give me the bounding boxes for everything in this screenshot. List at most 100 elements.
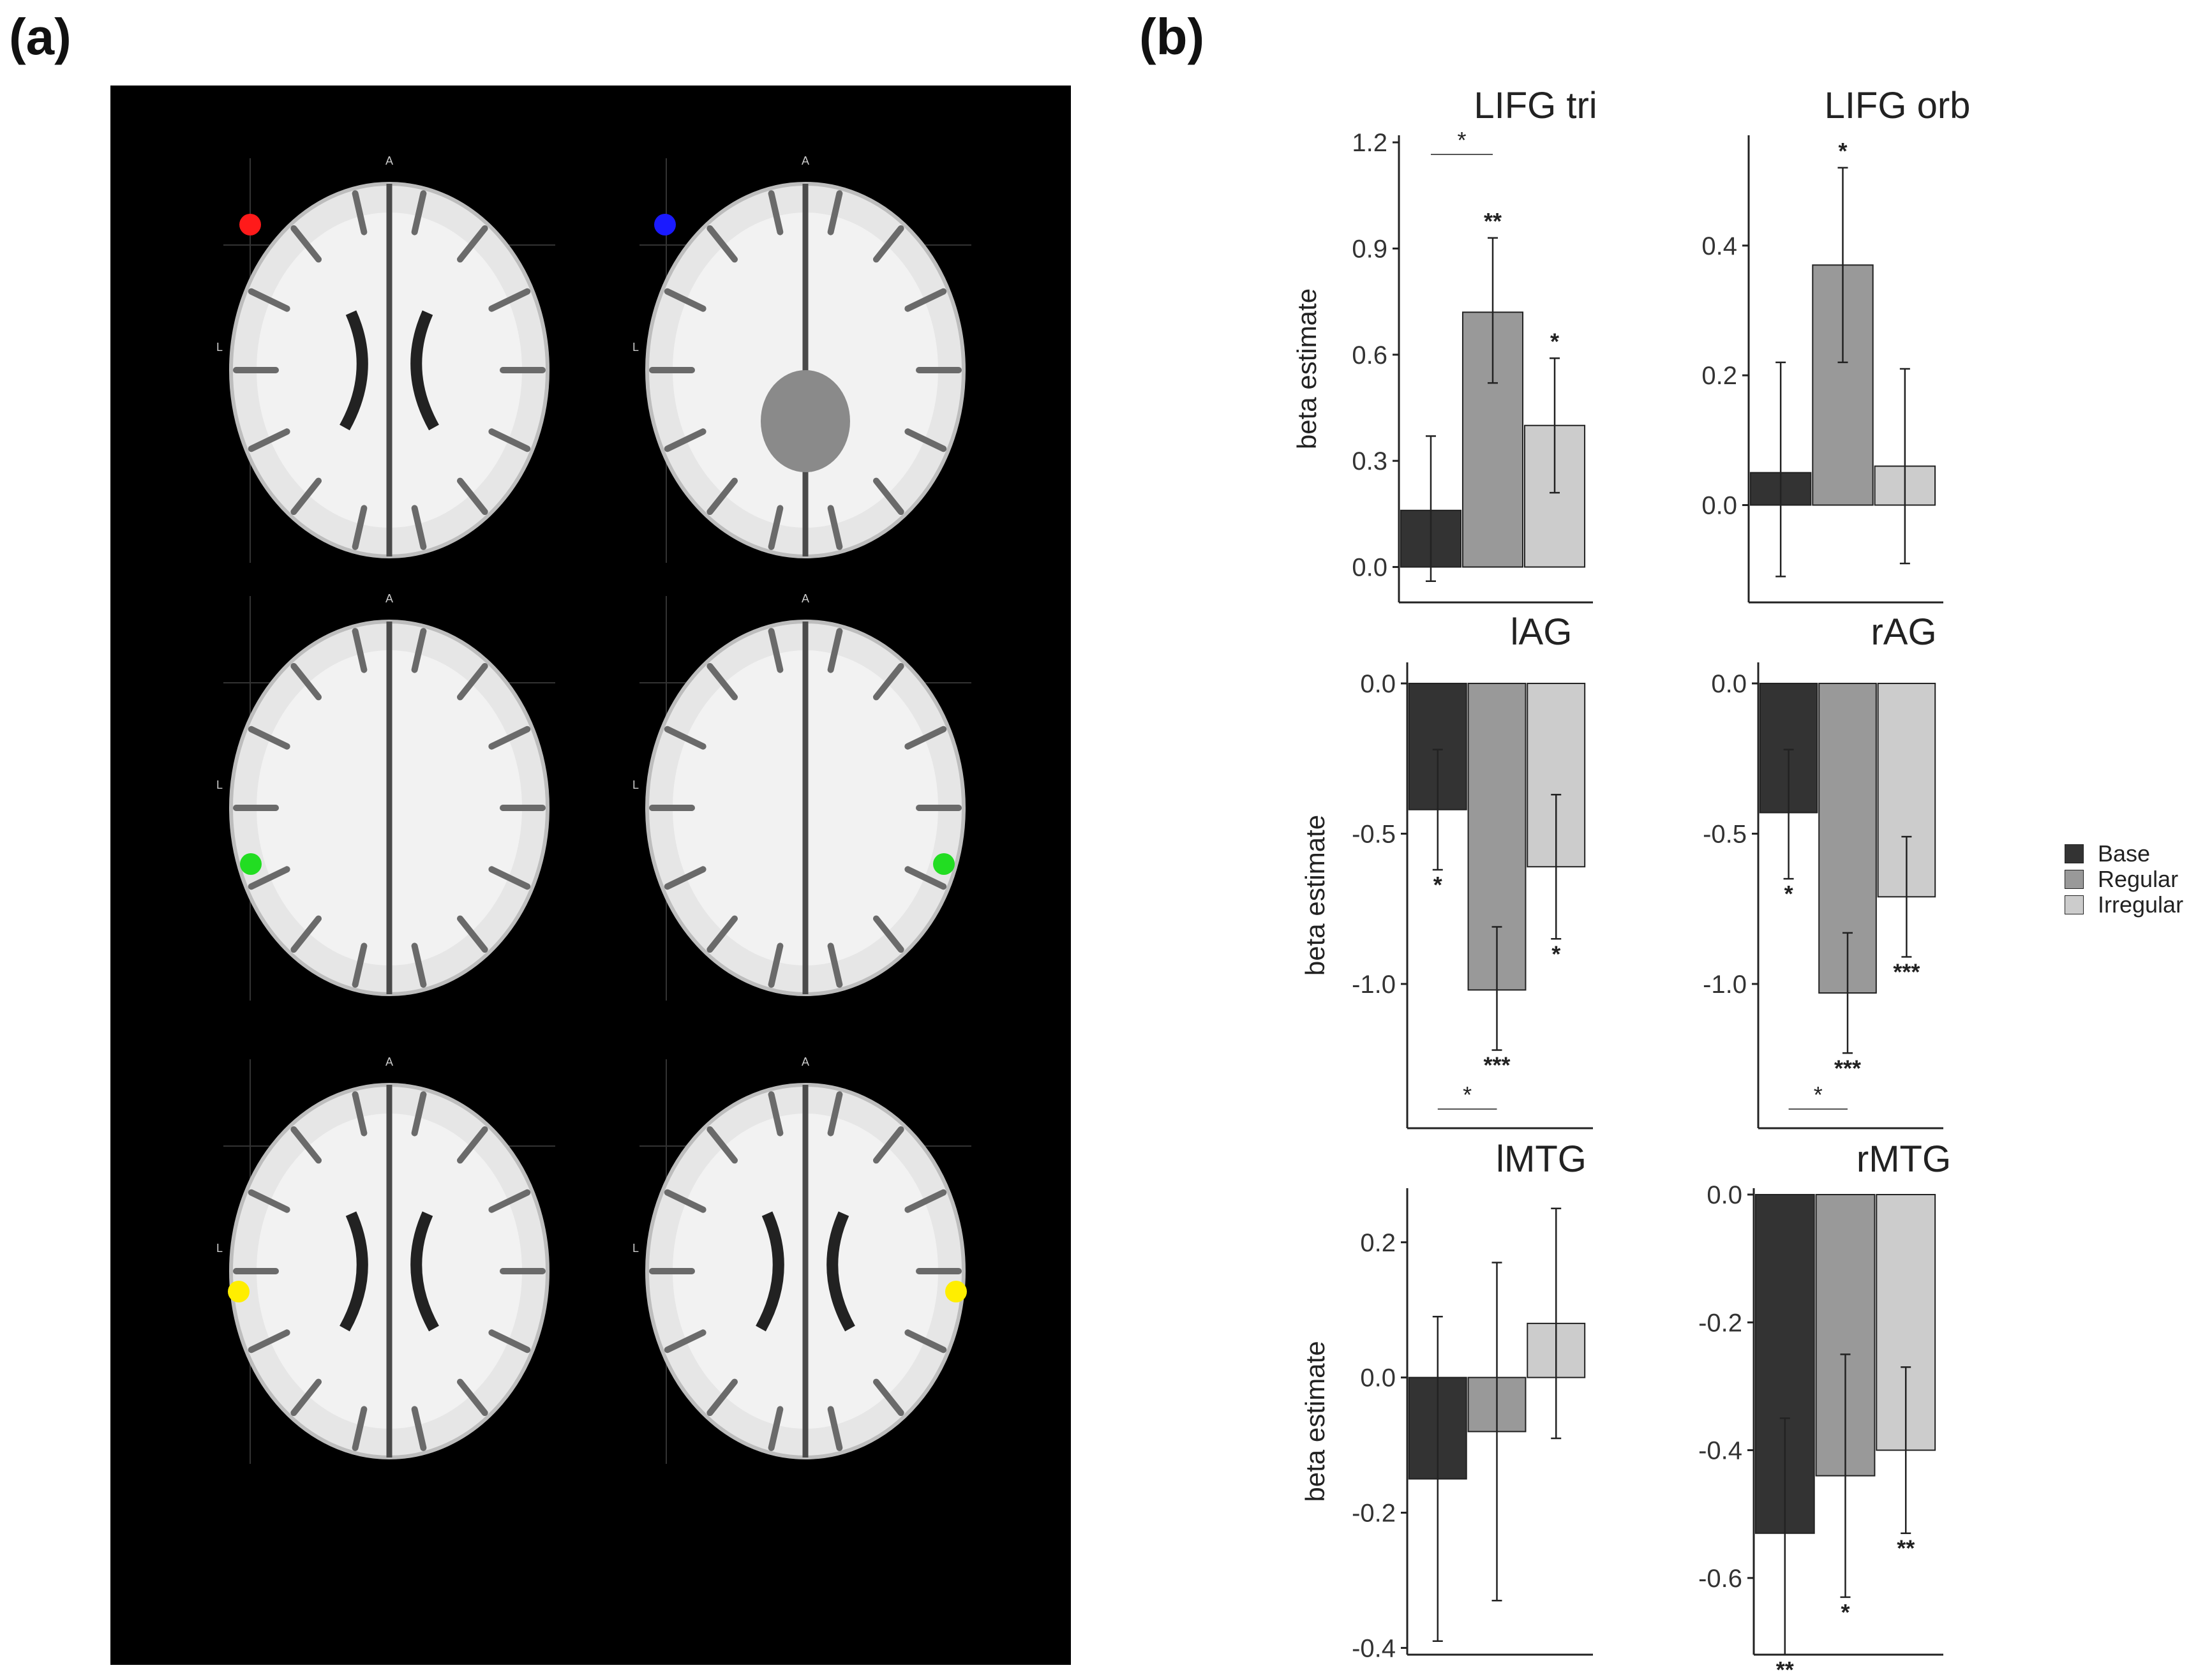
y-tick-label: 0.0 <box>1711 670 1747 698</box>
brain-slice-1: AL <box>216 154 555 563</box>
sulcus <box>706 477 738 516</box>
anterior-marker: A <box>802 592 809 605</box>
anterior-marker: A <box>802 154 809 167</box>
legend-item-base: Base <box>2065 840 2183 867</box>
brain-slice-6: AL <box>632 1055 971 1464</box>
sulcus <box>827 1091 843 1137</box>
roi-marker <box>240 853 262 875</box>
sulcus <box>352 505 368 550</box>
y-tick-label: -0.5 <box>1703 820 1747 848</box>
sulcus <box>706 915 738 953</box>
significance-label: * <box>1841 1599 1850 1625</box>
brain-slice-4: AL <box>632 592 971 1001</box>
sulcus <box>904 866 947 890</box>
bracket-label: * <box>1463 1082 1472 1108</box>
sulcus <box>706 662 738 701</box>
sulcus <box>488 866 531 890</box>
sulcus <box>248 1189 290 1213</box>
ventricles <box>340 310 439 431</box>
sulcus <box>827 505 843 550</box>
y-tick-label: -1.0 <box>1352 971 1396 999</box>
y-axis-label: beta estimate <box>1300 815 1330 976</box>
cerebellum <box>761 370 850 472</box>
panel-a-label: (a) <box>9 8 71 65</box>
sulcus <box>706 225 738 263</box>
sulcus <box>290 1126 322 1164</box>
roi-marker <box>228 1281 250 1302</box>
chart-title: rAG <box>1871 611 1936 653</box>
roi-marker <box>933 853 955 875</box>
sulcus <box>768 505 784 550</box>
sulcus <box>768 190 784 235</box>
y-tick-label: 0.3 <box>1352 447 1387 475</box>
significance-label: *** <box>1834 1055 1861 1081</box>
sulcus <box>664 1329 706 1353</box>
y-tick-label: -0.4 <box>1698 1437 1742 1465</box>
sulcus <box>904 726 947 750</box>
sulcus <box>904 1189 947 1213</box>
bracket-label: * <box>1814 1082 1823 1108</box>
significance-label: * <box>1551 941 1560 967</box>
left-marker: L <box>216 341 223 354</box>
chart-title: lMTG <box>1496 1138 1587 1180</box>
significance-label: ** <box>1776 1657 1794 1677</box>
sulcus <box>352 628 368 673</box>
sulcus <box>456 1378 488 1417</box>
legend: Base Regular Irregular <box>2065 840 2184 918</box>
sulcus <box>456 662 488 701</box>
sulcus <box>248 866 290 890</box>
sulcus <box>827 1406 843 1451</box>
left-marker: L <box>632 779 639 791</box>
sulcus <box>664 288 706 312</box>
y-tick-label: 0.6 <box>1352 341 1387 369</box>
sulcus <box>456 477 488 516</box>
sulcus <box>664 726 706 750</box>
sulcus <box>411 943 427 988</box>
sulcus <box>290 225 322 263</box>
sulcus <box>904 288 947 312</box>
y-tick-label: -1.0 <box>1703 971 1747 999</box>
brain-slice-2: AL <box>632 154 971 563</box>
sulcus <box>488 428 531 452</box>
legend-label-regular: Regular <box>2098 866 2179 892</box>
y-tick-label: 0.0 <box>1701 492 1737 520</box>
y-tick-label: -0.2 <box>1698 1309 1742 1337</box>
chart-title: lAG <box>1511 611 1573 653</box>
anterior-marker: A <box>802 1055 809 1068</box>
sulcus <box>411 190 427 235</box>
sulcus <box>352 1091 368 1137</box>
sulcus <box>456 915 488 953</box>
left-marker: L <box>216 1242 223 1255</box>
sulcus <box>352 943 368 988</box>
significance-label: * <box>1433 872 1442 898</box>
legend-swatch-irregular <box>2065 895 2084 914</box>
anterior-marker: A <box>385 1055 393 1068</box>
sulcus <box>248 428 290 452</box>
sulcus <box>411 628 427 673</box>
sulcus <box>872 225 904 263</box>
left-marker: L <box>632 1242 639 1255</box>
y-axis-label: beta estimate <box>1300 1341 1330 1502</box>
sulcus <box>904 428 947 452</box>
legend-label-irregular: Irregular <box>2098 891 2184 918</box>
y-tick-label: -0.2 <box>1352 1500 1396 1528</box>
legend-label-base: Base <box>2098 840 2151 867</box>
significance-label: * <box>1838 138 1847 164</box>
sulcus <box>872 662 904 701</box>
y-axis-label: beta estimate <box>1292 288 1322 449</box>
y-tick-label: 1.2 <box>1352 129 1387 157</box>
y-tick-label: 0.0 <box>1360 670 1396 698</box>
sulcus <box>664 866 706 890</box>
sulcus <box>768 628 784 673</box>
y-tick-label: -0.5 <box>1352 820 1396 848</box>
y-tick-label: -0.4 <box>1352 1634 1396 1662</box>
y-tick-label: 0.4 <box>1701 232 1737 260</box>
left-marker: L <box>216 779 223 791</box>
significance-label: * <box>1550 328 1559 354</box>
chart-title: LIFG tri <box>1474 85 1597 126</box>
y-tick-label: 0.0 <box>1360 1364 1396 1392</box>
